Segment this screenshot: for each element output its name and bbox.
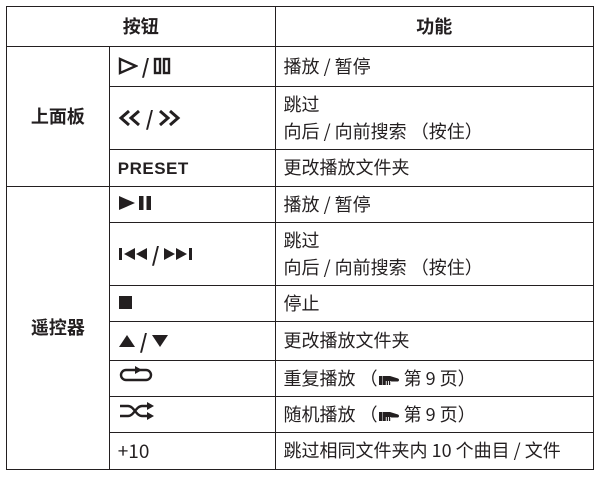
func-text: 跳过相同文件夹内 10 个曲目 / 文件: [284, 437, 585, 464]
header-row: 按钮 功能: [7, 7, 594, 47]
hand-point-right-icon: [378, 409, 400, 423]
table-row: 遥控器播放 / 暂停: [7, 186, 594, 222]
skip-next-icon: [163, 247, 193, 261]
button-cell: [109, 285, 275, 321]
button-cell: /: [109, 222, 275, 285]
slash-icon: /: [150, 239, 162, 269]
button-cell: [109, 360, 275, 396]
button-cell: [109, 396, 275, 432]
preset-label: PRESET: [118, 159, 189, 178]
func-text: 第 9 页）: [400, 365, 476, 391]
skip-prev-icon: [118, 247, 148, 261]
button-cell: +10: [109, 432, 275, 470]
function-cell: 播放 / 暂停: [275, 47, 593, 87]
triangle-down-icon: [151, 334, 169, 348]
func-text: 停止: [284, 290, 585, 317]
func-text: 更改播放文件夹: [284, 327, 585, 354]
button-icons: /: [118, 103, 182, 133]
button-cell: /: [109, 321, 275, 360]
function-cell: 重复播放 （ 第 9 页）: [275, 360, 593, 396]
slash-icon: /: [138, 326, 150, 356]
func-text: 跳过: [284, 227, 585, 254]
stop-solid-icon: [118, 295, 133, 310]
button-icons: /: [118, 239, 194, 269]
slash-icon: /: [144, 103, 156, 133]
function-cell: 更改播放文件夹: [275, 150, 593, 187]
button-icons: [118, 195, 152, 211]
function-cell: 停止: [275, 285, 593, 321]
button-icons: /: [118, 326, 170, 356]
function-cell: 跳过相同文件夹内 10 个曲目 / 文件: [275, 432, 593, 470]
func-text: 第 9 页）: [400, 401, 476, 427]
triangle-up-icon: [118, 334, 136, 348]
repeat-icon: [118, 365, 154, 385]
double-chevron-left-icon: [118, 109, 142, 127]
func-text: 重复播放 （: [284, 365, 378, 391]
func-text: 播放 / 暂停: [284, 53, 585, 80]
button-cell: /: [109, 47, 275, 87]
func-text: 向后 / 向前搜索 （按住）: [284, 118, 585, 145]
section-cell: 上面板: [7, 47, 110, 187]
button-cell: PRESET: [109, 150, 275, 187]
button-icons: /: [118, 51, 172, 81]
shuffle-icon: [118, 401, 156, 421]
function-cell: 播放 / 暂停: [275, 186, 593, 222]
function-cell: 更改播放文件夹: [275, 321, 593, 360]
func-text: 向后 / 向前搜索 （按住）: [284, 254, 585, 281]
slash-icon: /: [140, 51, 152, 81]
section-cell: 遥控器: [7, 186, 110, 470]
function-cell: 跳过向后 / 向前搜索 （按住）: [275, 222, 593, 285]
function-cell: 跳过向后 / 向前搜索 （按住）: [275, 87, 593, 150]
hand-point-right-icon: [378, 373, 400, 387]
button-icons: [118, 365, 154, 385]
play-solid-icon: [118, 195, 136, 211]
func-text: 更改播放文件夹: [284, 154, 585, 181]
header-button: 按钮: [7, 7, 276, 47]
button-cell: [109, 186, 275, 222]
play-outline-icon: [118, 57, 138, 75]
function-cell: 随机播放 （ 第 9 页）: [275, 396, 593, 432]
double-chevron-right-icon: [157, 109, 181, 127]
func-text: 随机播放 （: [284, 401, 378, 427]
pause-solid-icon: [138, 195, 152, 211]
button-icons: [118, 401, 156, 421]
button-text: +10: [118, 437, 150, 464]
table-row: 上面板/播放 / 暂停: [7, 47, 594, 87]
header-function: 功能: [275, 7, 593, 47]
pause-outline-icon: [153, 57, 171, 75]
func-text: 跳过: [284, 91, 585, 118]
controls-table: 按钮 功能 上面板/播放 / 暂停/跳过向后 / 向前搜索 （按住）PRESET…: [6, 6, 594, 470]
func-text: 播放 / 暂停: [284, 191, 585, 218]
button-icons: [118, 295, 133, 310]
button-cell: /: [109, 87, 275, 150]
